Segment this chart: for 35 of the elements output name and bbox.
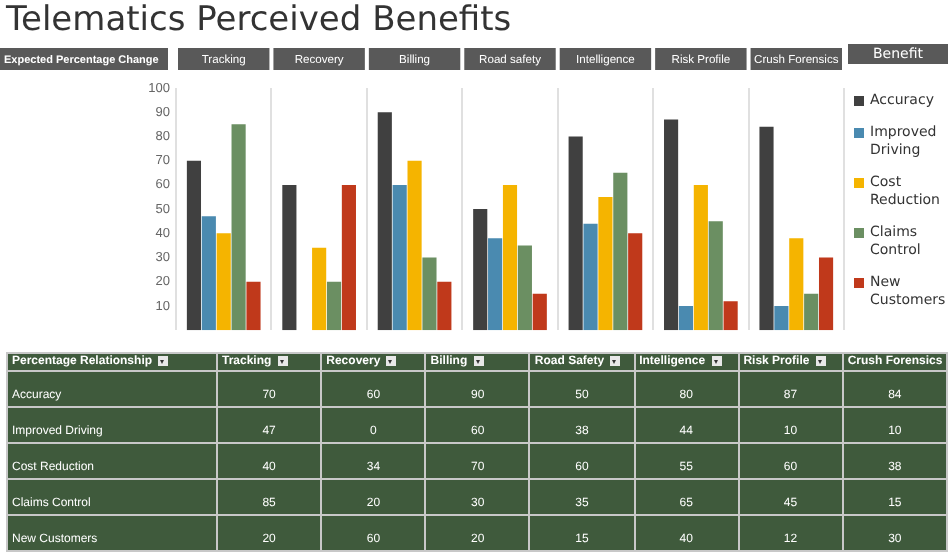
bar: [246, 281, 261, 331]
bar: [437, 281, 452, 331]
bar: [789, 238, 804, 331]
bar: [628, 233, 643, 331]
bar: [613, 172, 628, 331]
chart-title: Telematics Perceived Benefits: [6, 0, 512, 40]
bar: [532, 293, 547, 331]
bar: [231, 124, 246, 331]
bar: [708, 221, 723, 331]
bar: [723, 301, 738, 331]
bar: [216, 233, 231, 331]
bar: [326, 281, 342, 331]
bar: [422, 257, 437, 331]
bar: [282, 184, 297, 331]
bar: [201, 216, 216, 331]
bar: [664, 119, 679, 331]
bar: [186, 160, 202, 331]
bar: [818, 257, 834, 331]
bar: [377, 112, 392, 331]
bar: [473, 209, 488, 331]
bar: [407, 160, 422, 331]
bar: [312, 247, 327, 331]
bar: [774, 305, 789, 331]
bar: [517, 245, 532, 331]
bar: [804, 293, 819, 331]
bar: [678, 305, 694, 331]
bar: [488, 238, 503, 331]
bar: [583, 223, 598, 331]
bar: [598, 196, 613, 331]
bar: [759, 126, 774, 331]
bar: [502, 184, 518, 331]
bar: [392, 184, 407, 331]
bar: [341, 184, 356, 331]
bar: [568, 136, 583, 331]
bar: [693, 184, 708, 331]
